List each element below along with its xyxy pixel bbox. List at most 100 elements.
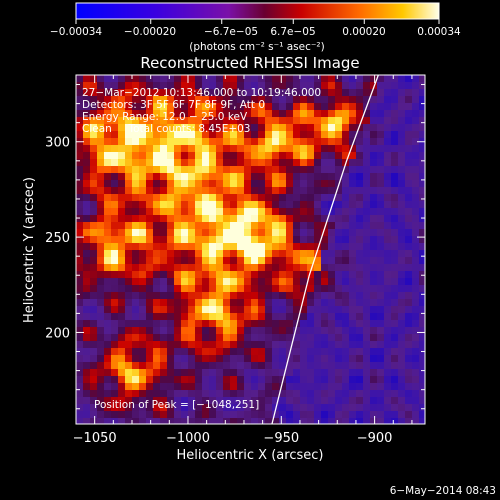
heatmap-cell bbox=[125, 82, 133, 90]
heatmap-cell bbox=[265, 348, 273, 356]
heatmap-cell bbox=[412, 243, 420, 251]
heatmap-cell bbox=[251, 82, 259, 90]
heatmap-cell bbox=[405, 222, 413, 230]
heatmap-cell bbox=[349, 327, 357, 335]
heatmap-cell bbox=[342, 110, 350, 118]
heatmap-cell bbox=[405, 82, 413, 90]
heatmap-cell bbox=[76, 131, 84, 139]
heatmap-cell bbox=[153, 82, 161, 90]
heatmap-cell bbox=[272, 243, 280, 251]
heatmap-cell bbox=[300, 75, 308, 83]
heatmap-cell bbox=[132, 376, 140, 384]
heatmap-cell bbox=[265, 334, 273, 342]
heatmap-cell bbox=[370, 327, 378, 335]
heatmap-cell bbox=[307, 264, 315, 272]
heatmap-cell bbox=[412, 208, 420, 216]
heatmap-cell bbox=[209, 383, 217, 391]
x-tick-label: −900 bbox=[357, 431, 393, 446]
heatmap-cell bbox=[265, 173, 273, 181]
heatmap-cell bbox=[377, 187, 385, 195]
heatmap-cell bbox=[398, 369, 406, 377]
heatmap-cell bbox=[272, 341, 280, 349]
heatmap-cell bbox=[328, 383, 336, 391]
heatmap-cell bbox=[132, 236, 140, 244]
heatmap-cell bbox=[230, 376, 238, 384]
heatmap-cell bbox=[195, 145, 203, 153]
heatmap-cell bbox=[279, 208, 287, 216]
heatmap-cell bbox=[104, 187, 112, 195]
heatmap-cell bbox=[363, 376, 371, 384]
heatmap-cell bbox=[293, 285, 301, 293]
heatmap-cell bbox=[279, 278, 287, 286]
heatmap-cell bbox=[272, 131, 280, 139]
heatmap-cell bbox=[181, 278, 189, 286]
heatmap-cell bbox=[237, 418, 245, 424]
heatmap-cell bbox=[377, 250, 385, 258]
heatmap-cell bbox=[349, 362, 357, 370]
heatmap-cell bbox=[335, 327, 343, 335]
heatmap-cell bbox=[230, 187, 238, 195]
heatmap-cell bbox=[314, 383, 322, 391]
heatmap-cell bbox=[328, 131, 336, 139]
heatmap-cell bbox=[321, 292, 329, 300]
heatmap-cell bbox=[279, 96, 287, 104]
heatmap-cell bbox=[160, 187, 168, 195]
heatmap-cell bbox=[349, 397, 357, 405]
heatmap-cell bbox=[90, 355, 98, 363]
heatmap-cell bbox=[265, 362, 273, 370]
heatmap-cell bbox=[258, 369, 266, 377]
x-tick-label: −950 bbox=[263, 431, 299, 446]
heatmap-cell bbox=[300, 285, 308, 293]
heatmap-cell bbox=[321, 131, 329, 139]
heatmap-cell bbox=[146, 236, 154, 244]
heatmap-cell bbox=[293, 152, 301, 160]
heatmap-cell bbox=[244, 320, 252, 328]
heatmap-cell bbox=[230, 110, 238, 118]
heatmap-cell bbox=[391, 397, 399, 405]
heatmap-cell bbox=[321, 187, 329, 195]
heatmap-cell bbox=[314, 257, 322, 265]
heatmap-cell bbox=[314, 278, 322, 286]
heatmap-cell bbox=[153, 348, 161, 356]
heatmap-cell bbox=[139, 320, 147, 328]
heatmap-cell bbox=[237, 278, 245, 286]
heatmap-cell bbox=[251, 159, 259, 167]
heatmap-cell bbox=[419, 250, 425, 258]
heatmap-cell bbox=[153, 222, 161, 230]
heatmap-cell bbox=[174, 103, 182, 111]
heatmap-cell bbox=[335, 292, 343, 300]
heatmap-cell bbox=[258, 257, 266, 265]
heatmap-cell bbox=[216, 96, 224, 104]
heatmap-cell bbox=[314, 229, 322, 237]
heatmap-cell bbox=[384, 124, 392, 132]
heatmap-cell bbox=[174, 89, 182, 97]
heatmap-cell bbox=[153, 166, 161, 174]
heatmap-cell bbox=[349, 145, 357, 153]
heatmap-cell bbox=[223, 89, 231, 97]
heatmap-cell bbox=[118, 208, 126, 216]
heatmap-cell bbox=[265, 320, 273, 328]
heatmap-cell bbox=[363, 313, 371, 321]
heatmap-cell bbox=[258, 103, 266, 111]
heatmap-cell bbox=[356, 110, 364, 118]
heatmap-cell bbox=[118, 362, 126, 370]
heatmap-cell bbox=[216, 257, 224, 265]
heatmap-cell bbox=[251, 124, 259, 132]
heatmap-cell bbox=[370, 124, 378, 132]
heatmap-cell bbox=[370, 173, 378, 181]
heatmap-cell bbox=[125, 418, 133, 424]
heatmap-cell bbox=[188, 159, 196, 167]
heatmap-cell bbox=[132, 348, 140, 356]
heatmap-cell bbox=[167, 117, 175, 125]
heatmap-cell bbox=[314, 138, 322, 146]
heatmap-cell bbox=[153, 257, 161, 265]
heatmap-cell bbox=[202, 152, 210, 160]
heatmap-cell bbox=[97, 418, 105, 424]
heatmap-cell bbox=[132, 194, 140, 202]
heatmap-cell bbox=[90, 397, 98, 405]
heatmap-cell bbox=[216, 313, 224, 321]
heatmap-cell bbox=[328, 306, 336, 314]
heatmap-cell bbox=[195, 159, 203, 167]
heatmap-cell bbox=[342, 152, 350, 160]
heatmap-cell bbox=[265, 264, 273, 272]
